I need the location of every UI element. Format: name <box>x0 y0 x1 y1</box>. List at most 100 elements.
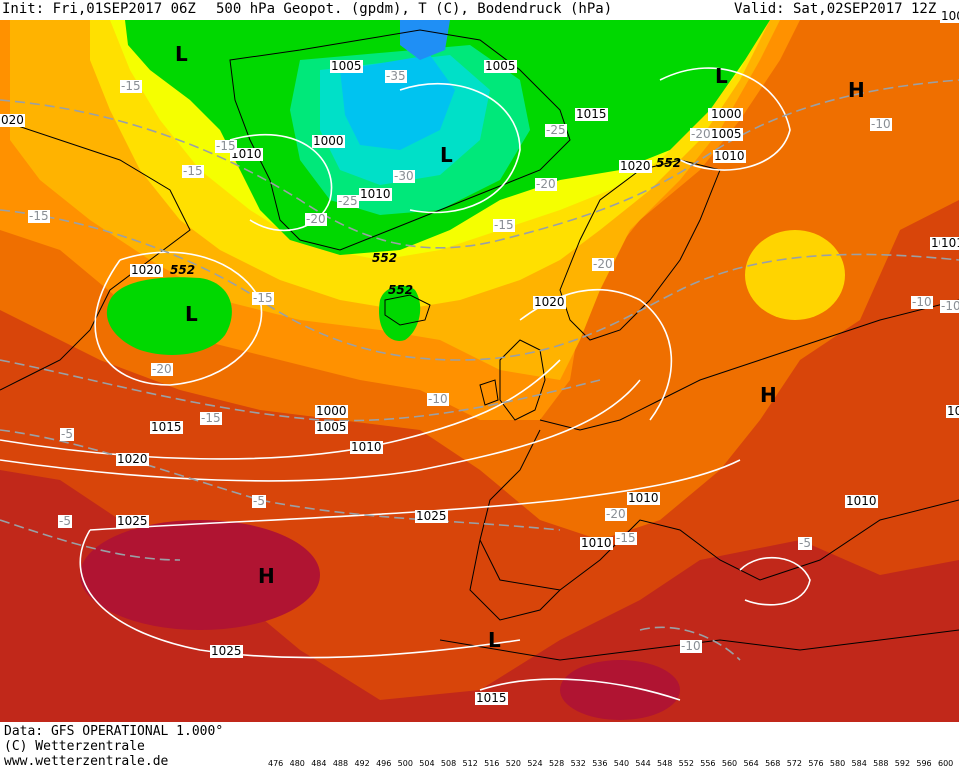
pressure-label: 1005 <box>710 127 743 141</box>
legend-tick: 540 <box>613 759 630 768</box>
legend-tick: 524 <box>527 759 543 768</box>
pressure-label: 1010 <box>230 147 263 161</box>
legend-tick: 576 <box>808 759 824 768</box>
map-title: 500 hPa Geopot. (gpdm), T (C), Bodendruc… <box>216 1 613 17</box>
pressure-center-marker: L <box>715 64 728 88</box>
pressure-center-marker: H <box>258 564 275 588</box>
pressure-label: 1005 <box>315 420 348 434</box>
pressure-label: 1020 <box>116 452 149 466</box>
legend-tick: 580 <box>829 759 846 768</box>
map-footer: Data: GFS OPERATIONAL 1.000° (C) Wetterz… <box>0 722 959 770</box>
temperature-label: -20 <box>690 127 712 141</box>
temperature-label: -10 <box>911 295 933 309</box>
temperature-label: -10 <box>870 117 892 131</box>
greenland-coast <box>229 29 571 251</box>
pressure-label: 1010 <box>580 536 613 550</box>
legend-tick: 476 <box>268 759 284 768</box>
field-warm-blob <box>745 230 845 320</box>
pressure-label: 1010 <box>845 494 878 508</box>
legend-tick: 584 <box>851 759 867 768</box>
legend-tick: 516 <box>484 759 500 768</box>
legend-tick: 528 <box>548 759 565 768</box>
legend-tick: 512 <box>462 759 478 768</box>
pressure-center-marker: L <box>440 143 453 167</box>
pressure-center-marker: H <box>760 383 777 407</box>
temperature-label: -30 <box>393 169 415 183</box>
pressure-label-partial: 101 <box>940 237 959 250</box>
pressure-label: 1010 <box>350 440 383 454</box>
temperature-label: -5 <box>798 536 812 550</box>
iceland-coast <box>384 294 431 326</box>
legend-tick: 500 <box>397 759 413 768</box>
legend-tick: 548 <box>657 759 673 768</box>
pressure-label: 1015 <box>575 107 608 121</box>
temperature-label: -5 <box>252 494 266 508</box>
init-time: Init: Fri,01SEP2017 06Z <box>2 1 196 17</box>
legend-tick: 532 <box>570 759 586 768</box>
pressure-label: 1020 <box>533 295 566 309</box>
legend-tick: 592 <box>894 759 911 768</box>
pressure-label: 1010 <box>627 491 660 505</box>
legend-tick: 596 <box>916 759 932 768</box>
legend-tick: 520 <box>505 759 522 768</box>
legend-tick: 492 <box>354 759 370 768</box>
temperature-label: -20 <box>305 212 327 226</box>
map-header: Init: Fri,01SEP2017 06Z 500 hPa Geopot. … <box>0 0 959 20</box>
legend-tick: 504 <box>419 759 435 768</box>
pressure-center-marker: L <box>175 42 188 66</box>
temperature-label: -15 <box>200 411 222 425</box>
temperature-label: -20 <box>151 362 173 376</box>
field-green-small-1 <box>106 277 232 355</box>
temperature-label: -20 <box>535 177 557 191</box>
geopotential-label: 552 <box>170 263 196 277</box>
temperature-label: -25 <box>337 194 359 208</box>
field-blue <box>400 20 450 60</box>
temperature-label: -5 <box>58 514 72 528</box>
legend-tick: 496 <box>376 759 392 768</box>
field-cyan <box>340 55 455 150</box>
temperature-label: -10 <box>427 392 449 406</box>
pressure-label: 1010 <box>713 149 746 163</box>
geopotential-label: 552 <box>388 283 414 297</box>
pressure-label: 1000 <box>710 107 743 121</box>
data-source-text: Data: GFS OPERATIONAL 1.000° <box>4 724 224 739</box>
pressure-label: 1025 <box>116 514 149 528</box>
pressure-center-marker: L <box>185 302 198 326</box>
canada-coast <box>0 119 191 391</box>
isotherms <box>0 79 959 661</box>
pressure-label: 1005 <box>330 59 363 73</box>
temperature-label: -15 <box>493 218 515 232</box>
valid-time: Valid: Sat,02SEP2017 12Z <box>734 1 937 17</box>
legend-tick-labels: 476 480 484 488 492 496 500 504 508 512 516 520 524 5… <box>268 759 953 769</box>
temperature-label: -20 <box>605 507 627 521</box>
temperature-label: -15 <box>120 79 142 93</box>
pressure-label: 1020 <box>619 159 652 173</box>
copyright-text: (C) Wetterzentrale <box>4 739 145 754</box>
legend-tick: 508 <box>440 759 457 768</box>
temperature-label: -20 <box>592 257 614 271</box>
geopotential-label: 552 <box>656 156 682 170</box>
legend-tick: 560 <box>721 759 738 768</box>
pressure-label: 1005 <box>484 59 517 73</box>
pressure-label: 1000 <box>315 404 348 418</box>
temperature-label: -25 <box>545 123 567 137</box>
temperature-label: -35 <box>385 69 407 83</box>
temperature-label: -10 <box>680 639 702 653</box>
legend-tick: 536 <box>592 759 608 768</box>
legend-tick: 480 <box>289 759 305 768</box>
pressure-label-partial: 020 <box>0 113 25 127</box>
field-magenta-2 <box>560 660 680 720</box>
pressure-label: 1010 <box>359 187 392 201</box>
pressure-center-marker: H <box>848 78 865 102</box>
legend-tick: 544 <box>635 759 651 768</box>
scandinavia-coast <box>559 159 721 341</box>
temperature-label: -15 <box>28 209 50 223</box>
pressure-center-marker: L <box>488 628 501 652</box>
temperature-label: -10 <box>940 300 959 313</box>
temperature-label: -15 <box>215 139 237 153</box>
legend-tick: 556 <box>700 759 716 768</box>
pressure-label: 1020 <box>130 263 163 277</box>
pressure-label: 1000 <box>312 134 345 148</box>
legend-tick: 572 <box>786 759 802 768</box>
